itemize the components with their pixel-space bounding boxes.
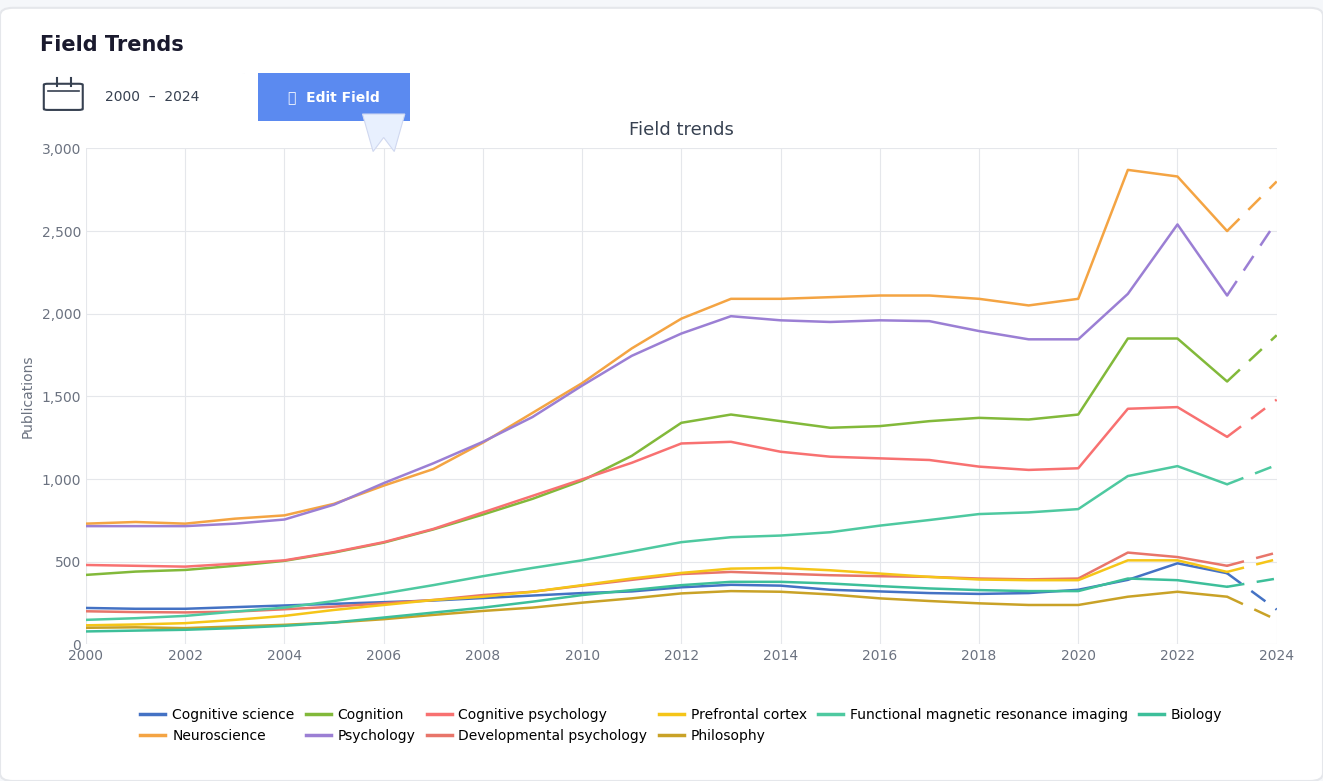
FancyBboxPatch shape [246,72,419,123]
Title: Field trends: Field trends [628,120,734,138]
FancyBboxPatch shape [0,8,1323,781]
Y-axis label: Publications: Publications [21,355,34,438]
FancyBboxPatch shape [24,72,257,123]
Legend: Cognitive science, Neuroscience, Cognition, Psychology, Cognitive psychology, De: Cognitive science, Neuroscience, Cogniti… [140,708,1222,744]
Text: Field Trends: Field Trends [40,35,184,55]
Text: ⫿  Edit Field: ⫿ Edit Field [288,90,380,104]
Text: 2000  –  2024: 2000 – 2024 [106,90,200,104]
Polygon shape [363,114,405,152]
